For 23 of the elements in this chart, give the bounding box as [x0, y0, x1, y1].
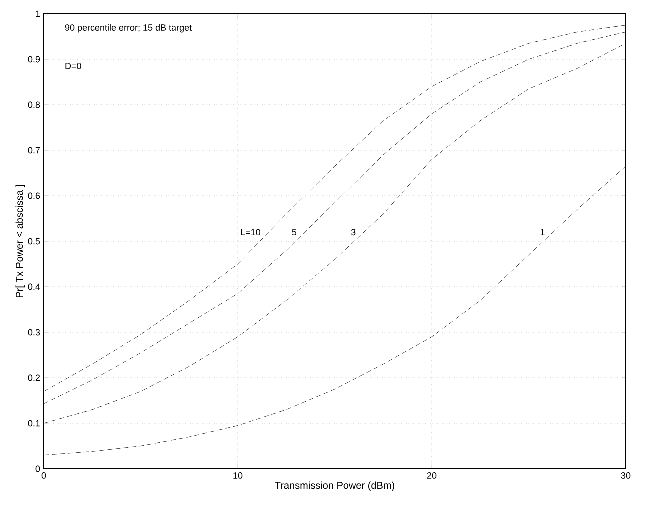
x-axis-title: Transmission Power (dBm): [275, 482, 394, 492]
y-tick-label: 0.4: [28, 284, 40, 290]
series-label: 1: [540, 229, 545, 236]
x-tick-label: 20: [427, 472, 437, 479]
y-tick-label: 0.1: [28, 420, 40, 427]
series-label: 3: [351, 229, 356, 236]
series-label: 5: [292, 229, 297, 236]
y-tick-label: 0.2: [28, 374, 40, 382]
y-axis-title: Pr[ Tx Power < abscissa ]: [16, 185, 26, 298]
y-tick-label: 0.7: [28, 147, 40, 154]
y-tick-label: 0: [36, 466, 40, 472]
y-tick-label: 0.9: [28, 56, 40, 63]
annotation: 90 percentile error; 15 dB target: [65, 24, 192, 33]
y-tick-label: 0.6: [28, 192, 40, 200]
series-label: L=10: [241, 229, 260, 236]
annotation: D=0: [66, 63, 82, 70]
y-tick-label: 0.3: [28, 329, 40, 336]
y-tick-label: 1: [36, 10, 40, 18]
x-tick-label: 10: [234, 472, 243, 479]
x-tick-label: 30: [621, 472, 631, 479]
x-tick-label: 0: [42, 472, 46, 479]
y-tick-label: 0.5: [28, 238, 40, 245]
y-tick-label: 0.8: [28, 102, 40, 108]
